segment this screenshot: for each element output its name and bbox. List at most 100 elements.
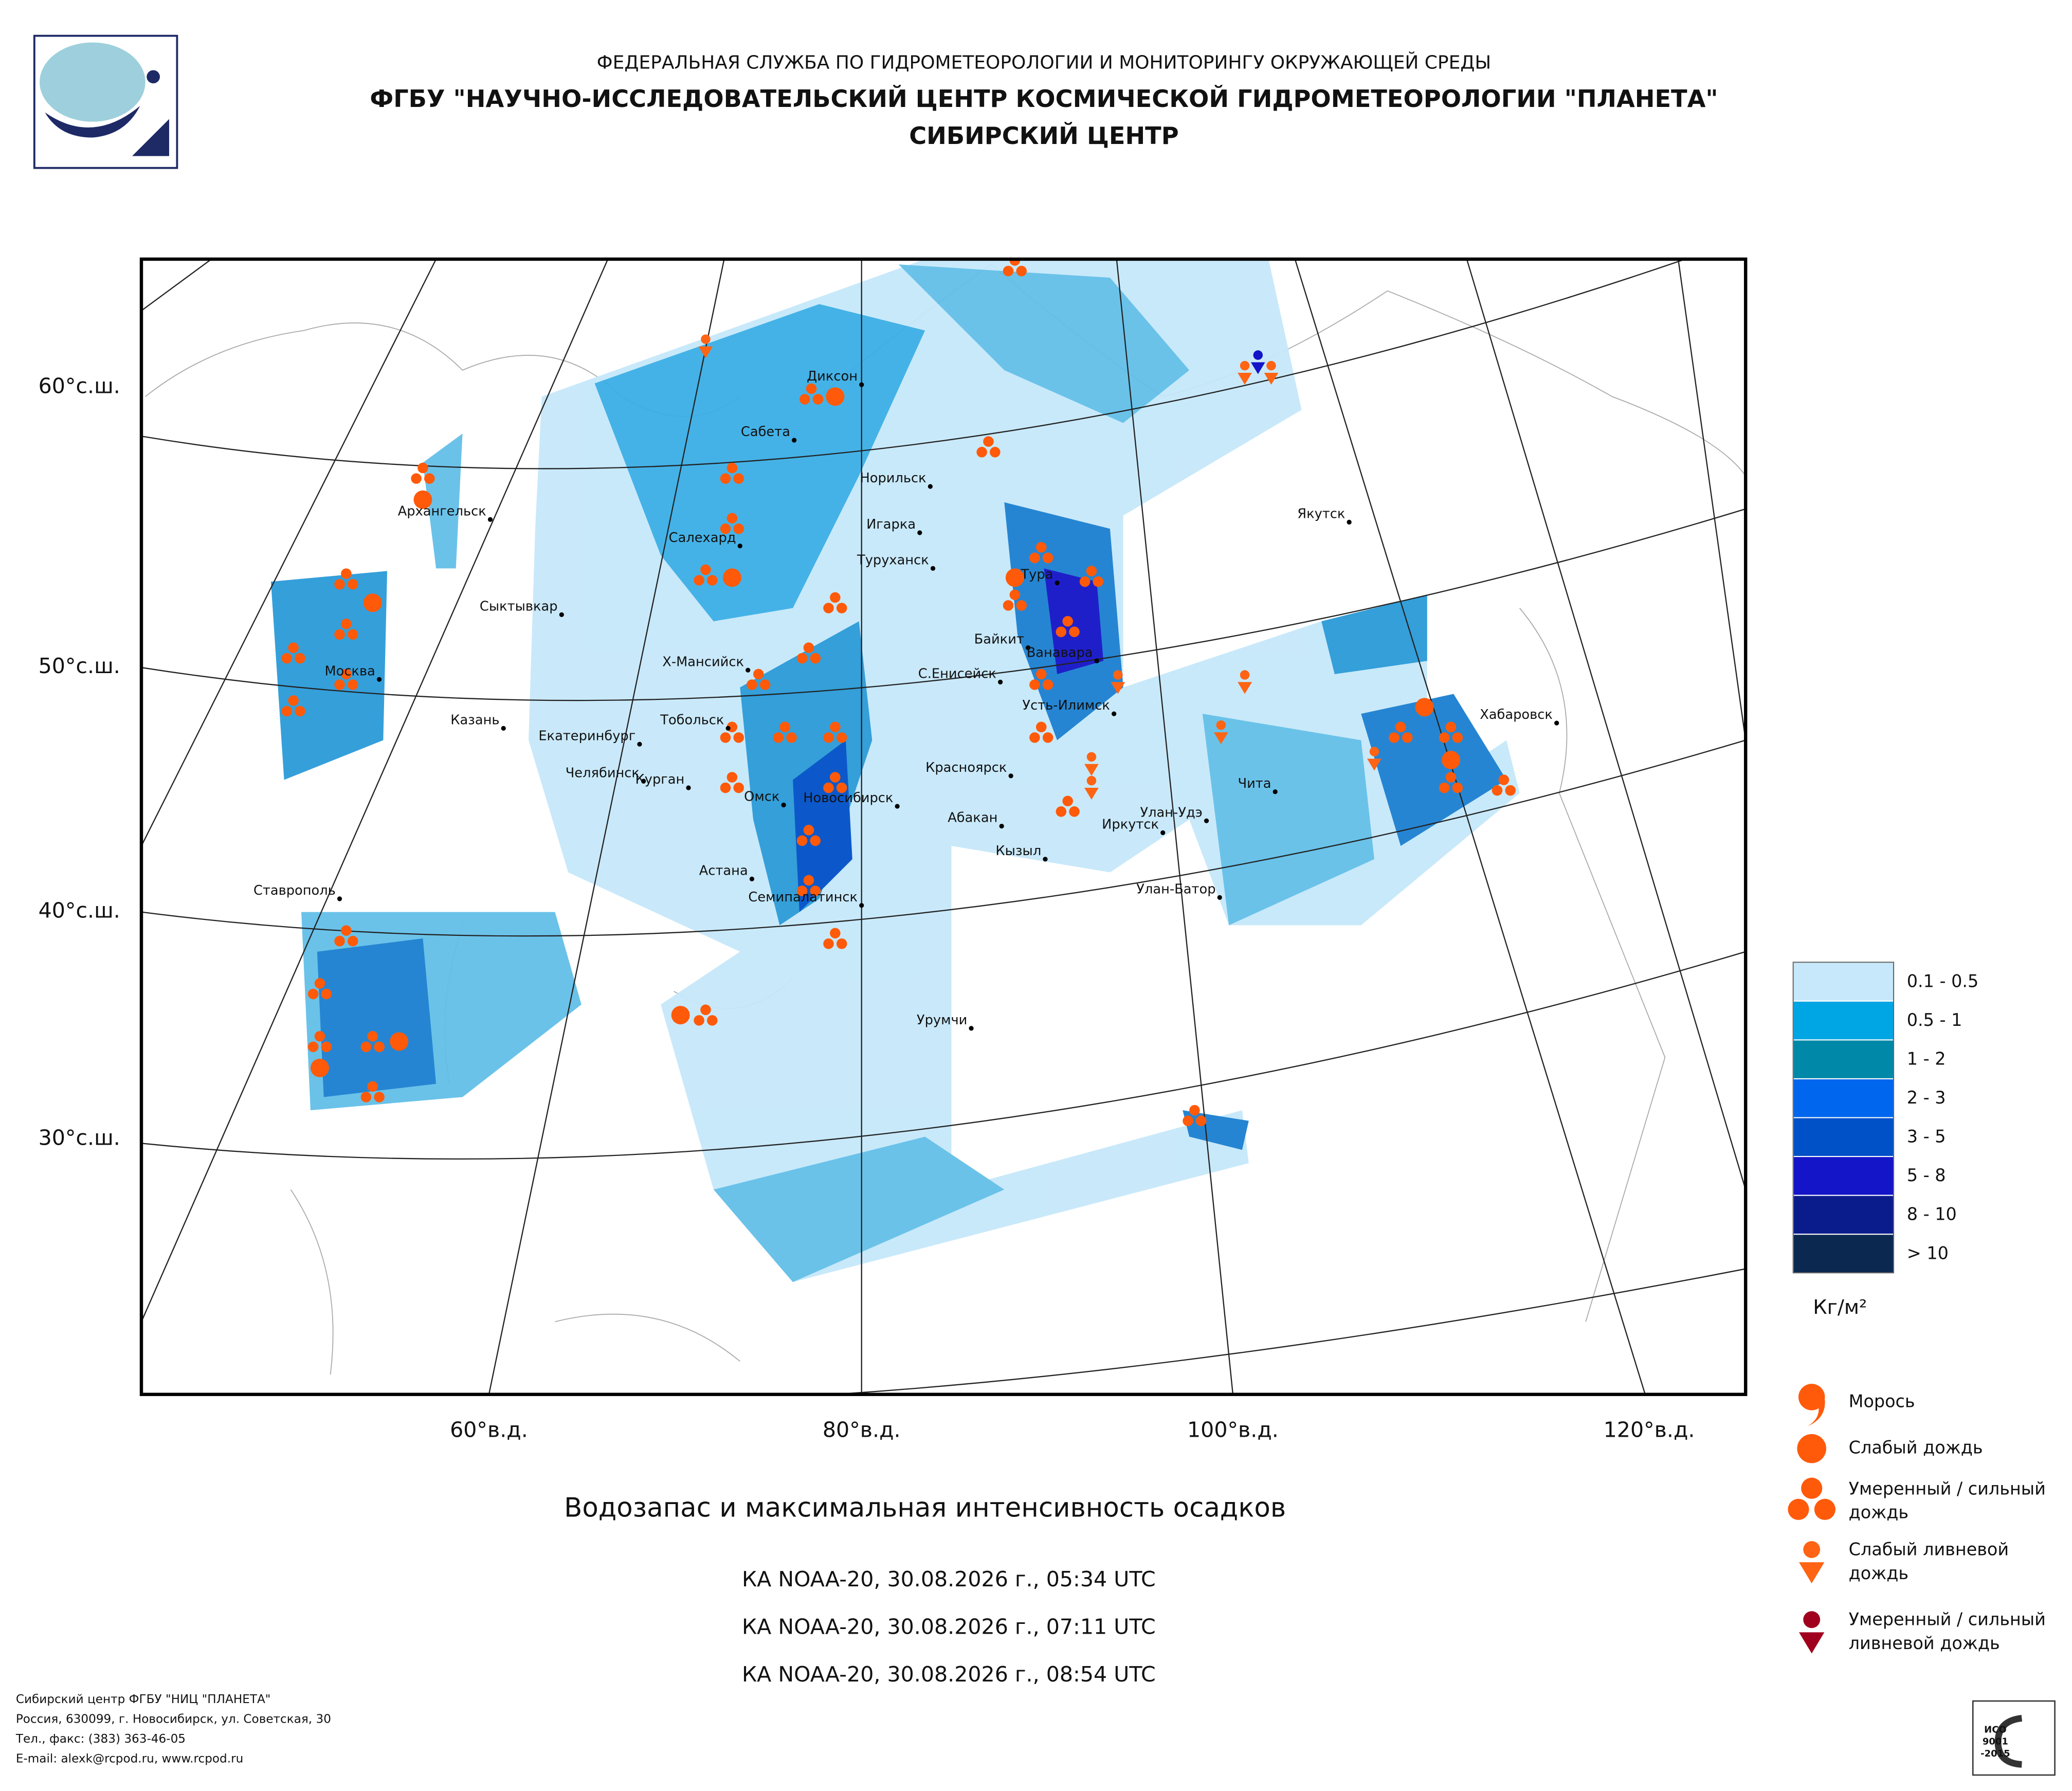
- symbol-dot: [334, 679, 345, 690]
- symbol-dot: [367, 1081, 378, 1092]
- symbol-dot: [1240, 670, 1250, 680]
- symbol-dot: [1240, 360, 1250, 371]
- city-dot: [930, 566, 936, 571]
- symbol-dot: [823, 938, 834, 949]
- city-dot: [725, 726, 731, 731]
- symbol-dot: [1003, 600, 1014, 611]
- symbol-dot: [753, 668, 764, 680]
- badge-text: -2015: [1980, 1748, 2010, 1759]
- symbol-dot: [288, 642, 299, 653]
- legend-precip-label: ливневой дождь: [1849, 1633, 2000, 1653]
- symbol-dot: [1369, 747, 1379, 756]
- lon-label: 60°в.д.: [450, 1418, 528, 1442]
- city-label: Якутск: [1297, 506, 1345, 522]
- city-dot: [377, 677, 382, 682]
- symbol-dot: [1056, 626, 1067, 638]
- city-dot: [1112, 711, 1117, 716]
- symbol-dot: [334, 629, 345, 640]
- symbol-dot: [803, 824, 814, 836]
- symbol-dot: [1803, 1611, 1821, 1629]
- symbol-dot: [759, 679, 771, 690]
- symbol-dot: [990, 446, 1001, 458]
- footer-line: Россия, 630099, г. Новосибирск, ул. Сове…: [16, 1712, 331, 1726]
- city-dot: [501, 726, 506, 731]
- symbol-dot: [1183, 1115, 1193, 1126]
- symbol-dot: [1062, 795, 1073, 807]
- symbol-dot: [733, 782, 744, 793]
- symbol-dot: [341, 668, 352, 680]
- symbol-dot: [830, 592, 841, 603]
- symbol-dot: [1498, 774, 1510, 785]
- city-dot: [917, 530, 922, 535]
- symbol-dot: [1216, 720, 1226, 730]
- symbol-dot: [1402, 732, 1413, 743]
- legend-swatch: [1792, 1117, 1895, 1157]
- city-label: Улан-Удэ: [1140, 805, 1202, 820]
- city-label: Казань: [450, 712, 499, 728]
- symbol-triangle: [1264, 373, 1279, 385]
- city-dot: [1025, 645, 1031, 650]
- city-dot: [559, 612, 564, 617]
- symbol-triangle: [1213, 732, 1228, 745]
- city-label: Тобольск: [660, 712, 724, 728]
- legend-label: 3 - 5: [1907, 1127, 1946, 1147]
- city-dot: [859, 382, 864, 387]
- footer: Сибирский центр ФГБУ "НИЦ "ПЛАНЕТА" Росси…: [15, 1693, 331, 1766]
- symbol-dot: [310, 1058, 329, 1077]
- symbol-dot: [796, 835, 808, 846]
- symbol-dot: [720, 732, 731, 743]
- city-dot: [1094, 658, 1099, 663]
- symbol-dot: [1189, 1105, 1200, 1116]
- legend-precip-label: дождь: [1849, 1503, 1909, 1523]
- symbol-dot: [1253, 350, 1263, 360]
- precipitation-symbols: [281, 259, 1516, 1126]
- header-agency: ФЕДЕРАЛЬНАЯ СЛУЖБА ПО ГИДРОМЕТЕОРОЛОГИИ …: [597, 52, 1491, 74]
- symbol-dot: [826, 387, 845, 406]
- symbol-dot: [1445, 721, 1457, 733]
- city-dot: [1554, 720, 1559, 726]
- lon-label: 120°в.д.: [1604, 1418, 1695, 1442]
- symbol-dot: [803, 642, 814, 653]
- symbol-dot: [1195, 1115, 1207, 1126]
- symbol-dot: [836, 732, 847, 743]
- symbol-dot: [1005, 568, 1024, 587]
- city-dot: [1008, 773, 1013, 779]
- symbol-dot: [1086, 566, 1097, 576]
- badge-text: 9001: [1983, 1736, 2008, 1747]
- symbol-dot: [722, 568, 741, 587]
- symbol-dot: [836, 782, 847, 793]
- footer-line: Тел., факс: (383) 363-46-05: [15, 1732, 186, 1746]
- symbol-dot: [390, 1032, 409, 1051]
- symbol-dot: [1069, 806, 1080, 817]
- symbol-dot: [1086, 752, 1097, 762]
- cloud-water: [270, 259, 1520, 1282]
- symbol-dot: [803, 875, 814, 886]
- symbol-dot: [295, 653, 305, 664]
- symbol-triangle: [1084, 764, 1099, 776]
- symbol-triangle: [1238, 373, 1252, 385]
- city-dot: [487, 517, 493, 522]
- symbol-dot: [810, 653, 821, 664]
- symbol-dot: [1016, 265, 1027, 277]
- symbol-dot: [413, 490, 432, 509]
- lat-label: 40°с.ш.: [39, 898, 120, 923]
- symbol-dot: [341, 619, 352, 629]
- symbol-dot: [347, 578, 358, 590]
- city-dot: [1055, 581, 1060, 586]
- symbol-dot: [707, 575, 718, 586]
- city-dot: [781, 802, 786, 808]
- legend-label: 8 - 10: [1907, 1204, 1957, 1224]
- symbol-dot: [810, 835, 821, 846]
- legend-swatch: [1792, 1195, 1895, 1235]
- symbol-dot: [341, 568, 352, 579]
- city-dot: [637, 741, 642, 747]
- symbol-dot: [701, 334, 711, 344]
- city-label: Усть-Илимск: [1022, 698, 1110, 713]
- lon-label: 100°в.д.: [1187, 1418, 1279, 1442]
- legend-box: [1792, 962, 1895, 1274]
- symbol-dot: [1439, 732, 1450, 743]
- symbol-dot: [733, 473, 744, 484]
- symbol-dot: [360, 1041, 372, 1053]
- symbol-dot: [1814, 1498, 1835, 1520]
- symbol-dot: [700, 564, 711, 575]
